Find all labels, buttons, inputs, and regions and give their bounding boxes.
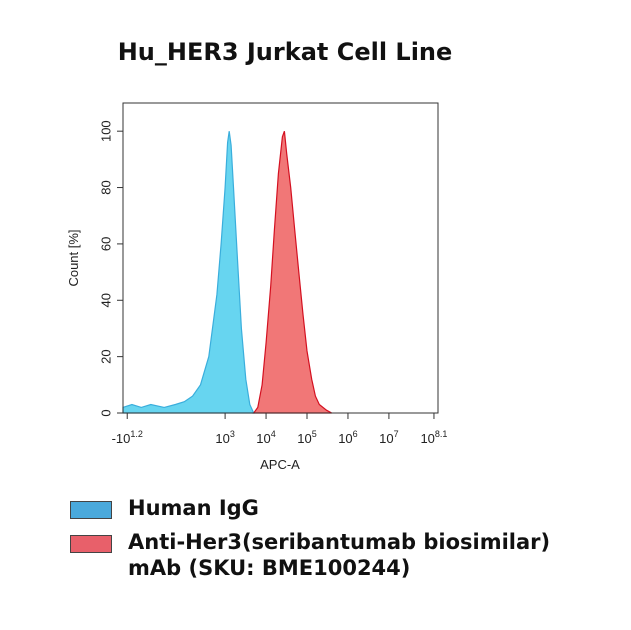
x-tick-label: 106 [338, 429, 357, 446]
legend-label: Anti-Her3(seribantumab biosimilar) mAb (… [128, 530, 551, 580]
x-tick-base: 10 [297, 431, 311, 446]
x-tick-exponent: 6 [353, 429, 358, 439]
x-tick-exponent: 8.1 [435, 429, 448, 439]
y-tick-label: 0 [98, 409, 113, 416]
plot-frame [122, 102, 439, 414]
x-tick-base: 10 [338, 431, 352, 446]
y-tick-label: 40 [98, 293, 113, 307]
y-tick-label: 60 [98, 237, 113, 251]
x-tick-exponent: 1.2 [130, 429, 143, 439]
legend-label: Human IgG [128, 496, 259, 520]
legend-swatch [70, 501, 112, 519]
x-tick-base: 10 [379, 431, 393, 446]
x-tick-base: 10 [420, 431, 434, 446]
x-tick-label: 108.1 [420, 429, 447, 446]
y-axis-label: Count [%] [66, 229, 81, 286]
x-tick-exponent: 5 [312, 429, 317, 439]
x-tick-label: 104 [256, 429, 275, 446]
legend-item: Anti-Her3(seribantumab biosimilar) mAb (… [70, 529, 590, 581]
x-tick-exponent: 7 [394, 429, 399, 439]
legend-swatch [70, 535, 112, 553]
x-tick-label: -101.2 [112, 429, 143, 446]
x-tick-label: 103 [215, 429, 234, 446]
x-tick-base: 10 [215, 431, 229, 446]
x-tick-exponent: 4 [271, 429, 276, 439]
chart: Hu_HER3 Jurkat Cell Line APC-A Count [%]… [66, 38, 453, 472]
histogram-area [252, 130, 332, 414]
x-tick-exponent: 3 [230, 429, 235, 439]
x-tick-label: 107 [379, 429, 398, 446]
y-tick-label: 100 [98, 120, 113, 142]
histogram-area [122, 131, 255, 414]
x-tick-base: 10 [256, 431, 270, 446]
x-axis-label: APC-A [260, 457, 300, 472]
y-tick-label: 80 [98, 180, 113, 194]
chart-title: Hu_HER3 Jurkat Cell Line [118, 38, 453, 66]
y-tick-label: 20 [98, 349, 113, 363]
legend: Human IgG Anti-Her3(seribantumab biosimil… [70, 495, 590, 589]
legend-item: Human IgG [70, 495, 590, 521]
x-tick-base: -10 [112, 431, 131, 446]
x-tick-label: 105 [297, 429, 316, 446]
